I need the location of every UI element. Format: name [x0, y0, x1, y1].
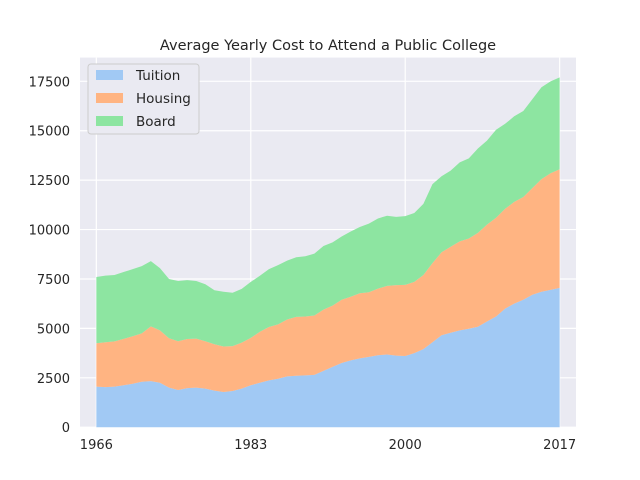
legend-swatch-tuition — [96, 70, 123, 80]
y-tick-label: 5000 — [37, 322, 70, 337]
legend-label-housing: Housing — [136, 91, 191, 107]
legend-label-board: Board — [136, 114, 176, 130]
x-tick-label: 1966 — [80, 438, 113, 453]
y-axis-ticks: 0 2500 5000 7500 10000 12500 15000 17500 — [29, 75, 70, 436]
area-board — [96, 77, 560, 347]
x-axis-ticks: 1966 1983 2000 2017 — [80, 438, 576, 453]
x-tick-label: 1983 — [234, 438, 267, 453]
y-tick-label: 0 — [62, 421, 70, 436]
x-tick-label: 2017 — [543, 438, 576, 453]
legend: Tuition Housing Board — [87, 63, 200, 135]
y-tick-label: 2500 — [37, 372, 70, 387]
y-tick-label: 15000 — [29, 125, 70, 140]
x-tick-label: 2000 — [389, 438, 422, 453]
legend-swatch-housing — [96, 93, 123, 103]
area-housing — [96, 169, 560, 393]
legend-swatch-board — [96, 116, 123, 126]
area-tuition — [96, 287, 560, 428]
y-tick-label: 10000 — [29, 224, 70, 239]
area-series — [96, 77, 560, 428]
legend-label-tuition: Tuition — [135, 68, 180, 84]
y-tick-label: 12500 — [29, 174, 70, 189]
chart-title: Average Yearly Cost to Attend a Public C… — [160, 38, 496, 54]
y-tick-label: 17500 — [29, 75, 70, 90]
y-tick-label: 7500 — [37, 273, 70, 288]
